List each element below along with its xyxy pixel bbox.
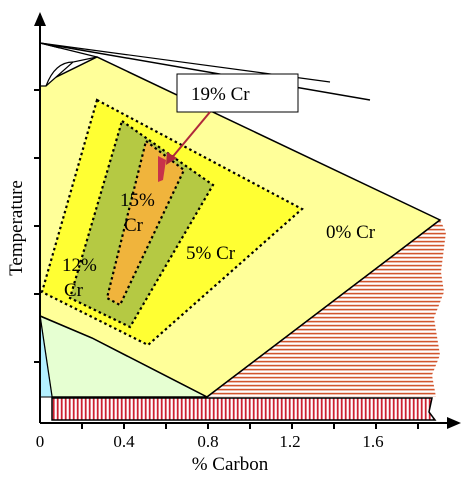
- label-0-cr: 0% Cr: [326, 222, 376, 243]
- x-axis-title: % Carbon: [192, 454, 269, 475]
- callout-box: [176, 73, 299, 113]
- top-left-curve: [45, 61, 74, 87]
- region-19-cr: [158, 156, 166, 182]
- x-axis-arrow-icon: [447, 417, 461, 429]
- carbide-region: [207, 220, 446, 397]
- x-tick-label: 0.4: [113, 432, 135, 451]
- callout-label: 19% Cr: [191, 84, 250, 105]
- x-axis-ticks: [81, 423, 419, 429]
- label-15-cr-line1: 15%: [120, 190, 155, 211]
- y-axis-title: Temperature: [6, 180, 27, 276]
- label-5-cr: 5% Cr: [186, 243, 236, 264]
- callout-19-cr: 19% Cr: [166, 73, 299, 165]
- region-15-cr: [105, 139, 186, 307]
- pearlite-band: [51, 397, 437, 421]
- label-12-cr-line2: Cr: [64, 280, 84, 301]
- label-15-cr-line2: Cr: [124, 215, 144, 236]
- x-tick-label: 1.6: [362, 432, 383, 451]
- label-12-cr-line1: 12%: [62, 255, 97, 276]
- y-axis-arrow-icon: [34, 12, 46, 26]
- x-tick-label: 0: [36, 432, 45, 451]
- x-tick-label: 1.2: [279, 432, 300, 451]
- x-tick-label: 0.8: [197, 432, 218, 451]
- callout-arrow-line: [169, 111, 211, 161]
- phase-boundary: [206, 219, 441, 398]
- callout-arrowhead-icon: [166, 152, 177, 165]
- liquidus-line: [39, 42, 371, 101]
- y-axis-ticks: [34, 89, 40, 363]
